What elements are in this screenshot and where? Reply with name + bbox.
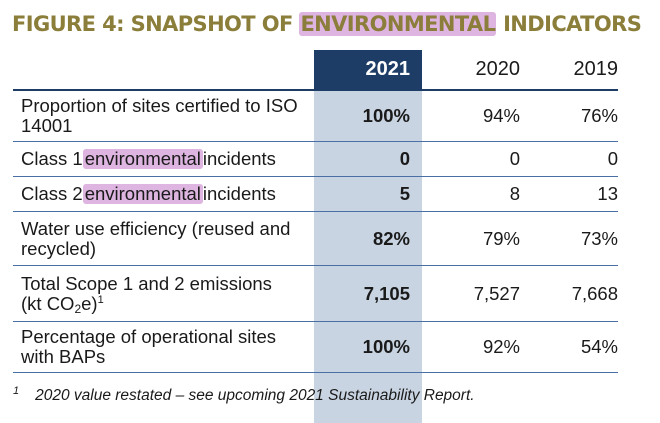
label-highlight: environmental xyxy=(83,149,203,169)
column-header-2020: 2020 xyxy=(422,50,520,89)
value-2020: 7,527 xyxy=(422,266,520,321)
label-line1: Total Scope 1 and 2 emissions xyxy=(21,273,272,294)
value-2019: 54% xyxy=(520,322,618,372)
label-highlight: environmental xyxy=(83,184,203,204)
row-rule xyxy=(13,372,618,373)
value-2019: 73% xyxy=(520,212,618,265)
footnote-ref: 1 xyxy=(98,294,104,306)
row-label: Class 2 environmental incidents xyxy=(21,177,311,211)
value-2019: 76% xyxy=(520,91,618,141)
value-2020: 92% xyxy=(422,322,520,372)
label-line2-end: e) xyxy=(81,293,97,314)
label-text: Class 2 xyxy=(21,184,83,204)
value-2020: 0 xyxy=(422,142,520,176)
value-2020: 8 xyxy=(422,177,520,211)
footnote: 1 2020 value restated – see upcoming 2021… xyxy=(13,385,475,405)
value-2021: 100% xyxy=(314,322,410,372)
footnote-text: 2020 value restated – see upcoming 2021 … xyxy=(35,387,474,404)
value-2021: 7,105 xyxy=(314,266,410,321)
value-2020: 94% xyxy=(422,91,520,141)
value-2021: 82% xyxy=(314,212,410,265)
label-text: incidents xyxy=(203,149,276,169)
title-suffix: INDICATORS xyxy=(496,12,641,36)
column-header-2021: 2021 xyxy=(314,50,410,89)
value-2021: 0 xyxy=(314,142,410,176)
indicators-table: 2021 2020 2019 Proportion of sites certi… xyxy=(13,50,618,374)
row-label: Class 1 environmental incidents xyxy=(21,142,311,176)
figure-title: FIGURE 4: SNAPSHOT OF ENVIRONMENTAL INDI… xyxy=(12,8,641,40)
footnote-marker: 1 xyxy=(13,385,19,397)
title-highlight: ENVIRONMENTAL xyxy=(299,12,496,36)
row-label: Total Scope 1 and 2 emissions (kt CO2e)1 xyxy=(21,266,311,321)
table-row: Class 2 environmental incidents 5 8 13 xyxy=(13,177,618,211)
value-2019: 13 xyxy=(520,177,618,211)
table-row: Class 1 environmental incidents 0 0 0 xyxy=(13,142,618,176)
label-text: incidents xyxy=(203,184,276,204)
table-row: Proportion of sites certified to ISO 140… xyxy=(13,91,618,141)
table-row: Percentage of operational sites with BAP… xyxy=(13,322,618,372)
row-label: Water use efficiency (reused and recycle… xyxy=(21,212,311,265)
label-line2: (kt CO xyxy=(21,293,74,314)
table-row: Total Scope 1 and 2 emissions (kt CO2e)1… xyxy=(13,266,618,321)
value-2019: 7,668 xyxy=(520,266,618,321)
value-2021: 100% xyxy=(314,91,410,141)
value-2021: 5 xyxy=(314,177,410,211)
table-row: Water use efficiency (reused and recycle… xyxy=(13,212,618,265)
label-text: Class 1 xyxy=(21,149,83,169)
value-2019: 0 xyxy=(520,142,618,176)
row-label: Proportion of sites certified to ISO 140… xyxy=(21,91,311,141)
title-prefix: FIGURE 4: SNAPSHOT OF xyxy=(12,12,299,36)
value-2020: 79% xyxy=(422,212,520,265)
column-header-2019: 2019 xyxy=(520,50,618,89)
row-label: Percentage of operational sites with BAP… xyxy=(21,322,311,372)
